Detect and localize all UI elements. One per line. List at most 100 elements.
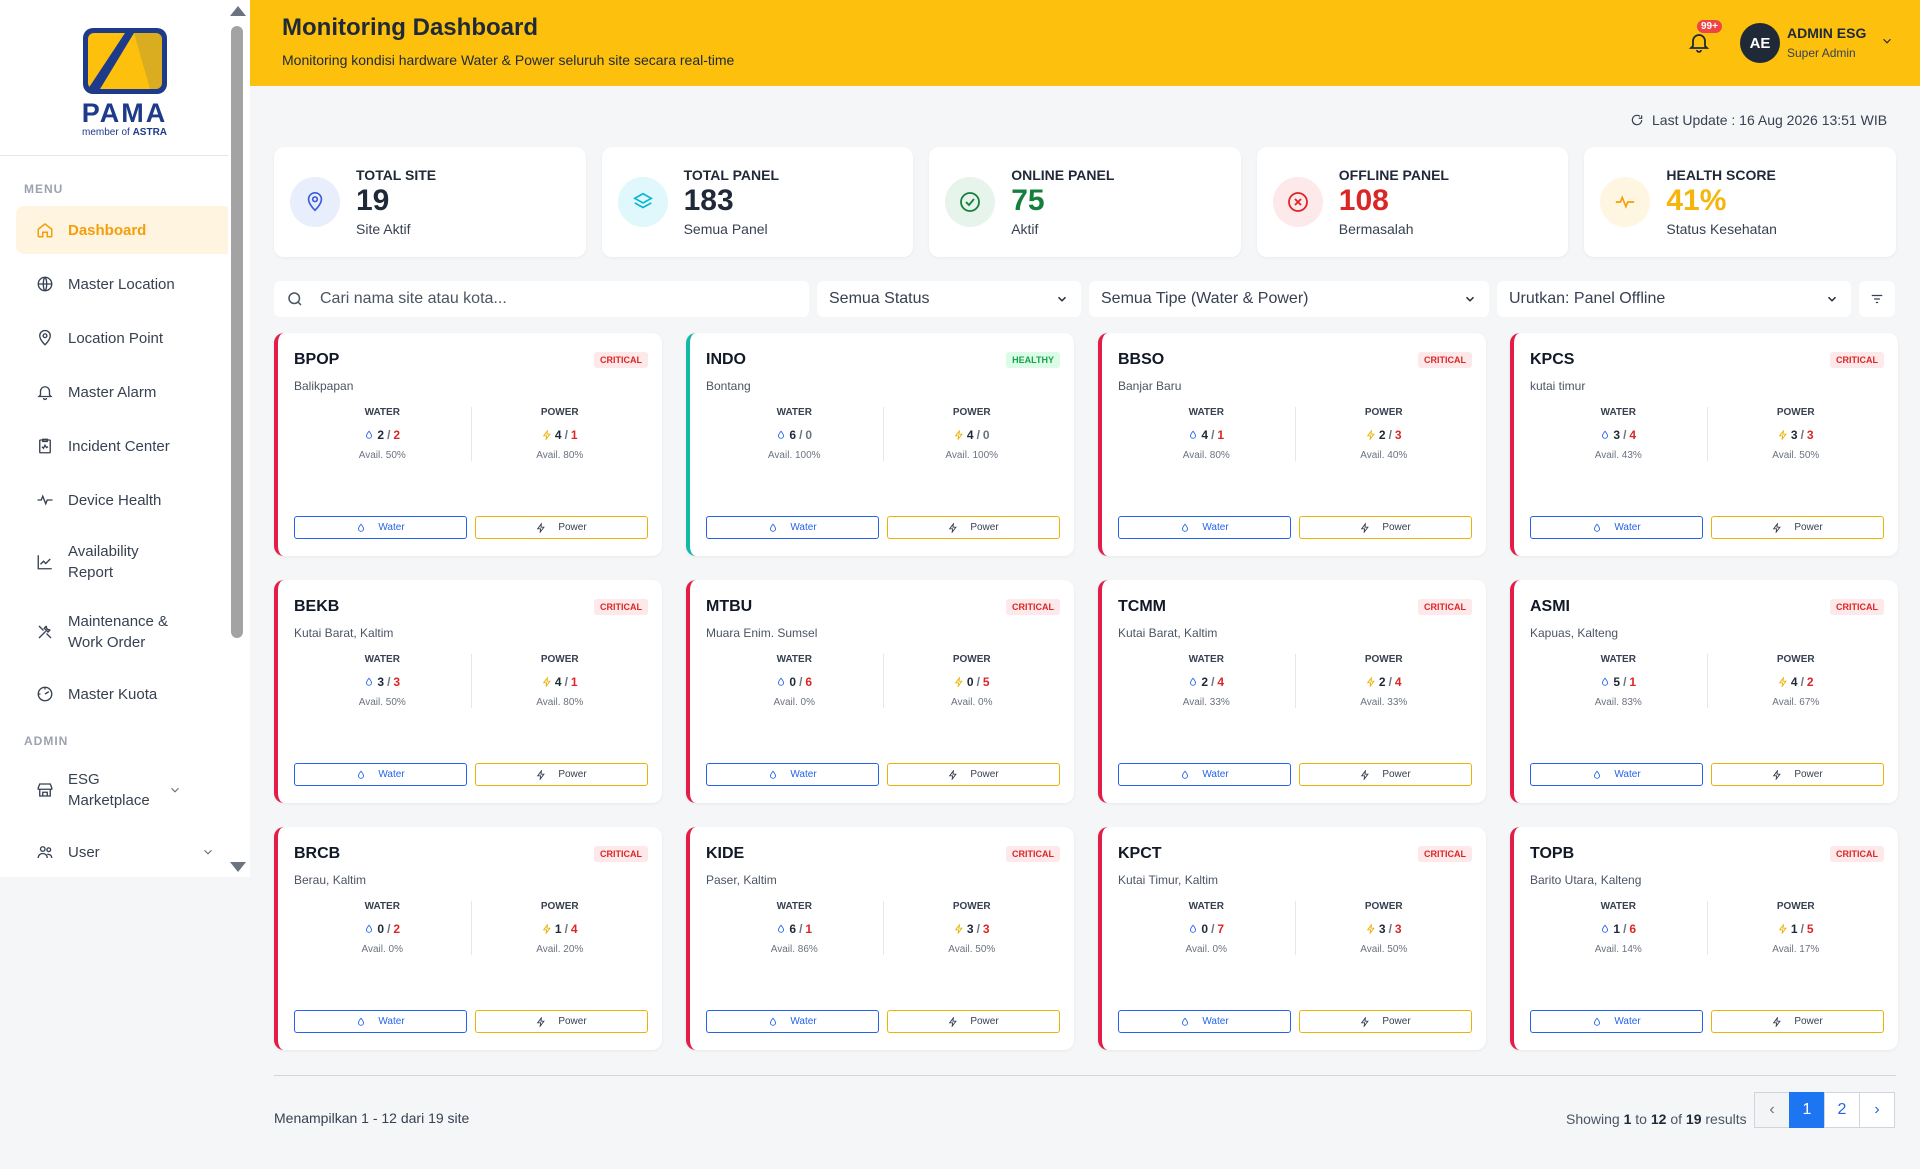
power-metric: POWER 3/3 Avail. 50% xyxy=(1706,407,1885,461)
sidebar-item-availability-report[interactable]: Availability Report xyxy=(16,530,233,594)
water-offline-count: 6 xyxy=(805,675,813,689)
sidebar-item-master-kuota[interactable]: Master Kuota xyxy=(16,670,233,718)
site-card[interactable]: KPCS kutai timur CRITICAL WATER 3/4 Avail. 43… xyxy=(1510,333,1898,556)
stat-card-health-score: HEALTH SCORE 41% Status Kesehatan xyxy=(1584,147,1896,257)
water-button[interactable]: Water xyxy=(706,763,879,786)
site-card[interactable]: MTBU Muara Enim. Sumsel CRITICAL WATER 0/6 Av… xyxy=(686,580,1074,803)
power-button[interactable]: Power xyxy=(887,763,1060,786)
power-availability: Avail. 50% xyxy=(948,944,996,955)
status-select[interactable]: Semua Status xyxy=(817,281,1081,317)
power-availability: Avail. 17% xyxy=(1772,944,1820,955)
site-card[interactable]: TCMM Kutai Barat, Kaltim CRITICAL WATER 2/4 A… xyxy=(1098,580,1486,803)
sidebar-scrollbar-thumb[interactable] xyxy=(231,26,243,638)
divider xyxy=(274,1075,1896,1076)
filter-button[interactable] xyxy=(1859,281,1895,317)
power-button[interactable]: Power xyxy=(1711,516,1884,539)
water-button[interactable]: Water xyxy=(1530,763,1703,786)
site-card[interactable]: KIDE Paser, Kaltim CRITICAL WATER 6/1 Avail. … xyxy=(686,827,1074,1050)
water-button-label: Water xyxy=(378,769,405,780)
pama-logo-icon xyxy=(82,28,167,94)
refresh-icon[interactable] xyxy=(1630,113,1644,127)
page-button-2[interactable]: 2 xyxy=(1824,1092,1860,1128)
site-card[interactable]: BPOP Balikpapan CRITICAL WATER 2/2 Avail. 50%… xyxy=(274,333,662,556)
water-heading: WATER xyxy=(364,407,400,418)
water-button[interactable]: Water xyxy=(1118,763,1291,786)
site-card[interactable]: ASMI Kapuas, Kalteng CRITICAL WATER 5/1 Avail… xyxy=(1510,580,1898,803)
water-button[interactable]: Water xyxy=(706,516,879,539)
count-separator: / xyxy=(799,428,803,442)
sidebar-item-incident-center[interactable]: Incident Center xyxy=(16,422,233,470)
sidebar-item-master-alarm[interactable]: Master Alarm xyxy=(16,368,233,416)
power-bolt-icon xyxy=(536,769,552,780)
sort-select[interactable]: Urutkan: Panel Offline xyxy=(1497,281,1851,317)
scroll-up-icon[interactable] xyxy=(230,6,246,16)
power-button[interactable]: Power xyxy=(1299,1010,1472,1033)
power-button[interactable]: Power xyxy=(1711,1010,1884,1033)
page-button-1[interactable]: 1 xyxy=(1789,1092,1825,1128)
power-button[interactable]: Power xyxy=(475,1010,648,1033)
stat-value: 19 xyxy=(356,184,390,217)
water-button[interactable]: Water xyxy=(1118,1010,1291,1033)
water-button[interactable]: Water xyxy=(1530,516,1703,539)
sidebar-item-user[interactable]: User xyxy=(16,828,233,876)
power-count: 0/5 xyxy=(884,675,1061,689)
water-button[interactable]: Water xyxy=(1530,1010,1703,1033)
water-button[interactable]: Water xyxy=(294,516,467,539)
sidebar-item-maintenance[interactable]: Maintenance & Work Order xyxy=(16,600,233,664)
power-button[interactable]: Power xyxy=(1299,763,1472,786)
site-card[interactable]: BRCB Berau, Kaltim CRITICAL WATER 0/2 Avail. … xyxy=(274,827,662,1050)
water-availability: Avail. 50% xyxy=(358,450,406,461)
site-metrics: WATER 5/1 Avail. 83% POWER 4/2 Avail. 67% xyxy=(1530,654,1884,708)
water-button[interactable]: Water xyxy=(1118,516,1291,539)
sidebar-item-location-point[interactable]: Location Point xyxy=(16,314,233,362)
power-bolt-icon xyxy=(1772,522,1788,533)
power-button[interactable]: Power xyxy=(887,516,1060,539)
type-select[interactable]: Semua Tipe (Water & Power) xyxy=(1089,281,1489,317)
water-metric: WATER 3/4 Avail. 43% xyxy=(1530,407,1707,461)
brand-sub: member of ASTRA xyxy=(82,127,167,138)
page-title: Monitoring Dashboard xyxy=(282,14,538,41)
avatar[interactable]: AE xyxy=(1740,23,1780,63)
sidebar-item-label: User xyxy=(68,843,100,861)
water-button-label: Water xyxy=(790,769,817,780)
next-page-button[interactable]: › xyxy=(1859,1092,1895,1128)
site-card[interactable]: BEKB Kutai Barat, Kaltim CRITICAL WATER 3/3 A… xyxy=(274,580,662,803)
power-button[interactable]: Power xyxy=(1299,516,1472,539)
user-name[interactable]: ADMIN ESG xyxy=(1787,25,1867,41)
sidebar-item-esg-marketplace[interactable]: ESG Marketplace xyxy=(16,758,233,822)
water-button[interactable]: Water xyxy=(706,1010,879,1033)
search-input[interactable] xyxy=(320,290,780,308)
sidebar-item-dashboard[interactable]: Dashboard xyxy=(16,206,233,254)
water-metric: WATER 0/2 Avail. 0% xyxy=(294,901,471,955)
water-button-label: Water xyxy=(1202,769,1229,780)
notification-bell-icon[interactable] xyxy=(1687,30,1711,54)
prev-page-button[interactable]: ‹ xyxy=(1754,1092,1790,1128)
site-card[interactable]: TOPB Barito Utara, Kalteng CRITICAL WATER 1/… xyxy=(1510,827,1898,1050)
water-metric: WATER 1/6 Avail. 14% xyxy=(1530,901,1707,955)
water-metric: WATER 4/1 Avail. 80% xyxy=(1118,407,1295,461)
water-button[interactable]: Water xyxy=(294,1010,467,1033)
site-location: Kutai Timur, Kaltim xyxy=(1118,873,1219,887)
count-separator: / xyxy=(1800,922,1804,936)
stat-card-total-site: TOTAL SITE 19 Site Aktif xyxy=(274,147,586,257)
sidebar-item-label: Incident Center xyxy=(68,437,170,455)
site-card[interactable]: KPCT Kutai Timur, Kaltim CRITICAL WATER 0/7 A… xyxy=(1098,827,1486,1050)
water-count: 6/1 xyxy=(706,922,883,936)
brand-sub-prefix: member of xyxy=(81,127,130,138)
power-button[interactable]: Power xyxy=(1711,763,1884,786)
power-bolt-icon xyxy=(948,522,964,533)
sidebar-item-device-health[interactable]: Device Health xyxy=(16,476,233,524)
power-button[interactable]: Power xyxy=(475,763,648,786)
site-card[interactable]: INDO Bontang HEALTHY WATER 6/0 Avail. 100% POW… xyxy=(686,333,1074,556)
chevron-down-icon[interactable] xyxy=(1880,34,1894,48)
search-box[interactable] xyxy=(274,281,809,317)
water-button-label: Water xyxy=(790,1016,817,1027)
site-card[interactable]: BBSO Banjar Baru CRITICAL WATER 4/1 Avail. 80… xyxy=(1098,333,1486,556)
power-button[interactable]: Power xyxy=(887,1010,1060,1033)
scroll-down-icon[interactable] xyxy=(230,862,246,872)
water-count: 2/4 xyxy=(1118,675,1295,689)
water-button[interactable]: Water xyxy=(294,763,467,786)
power-button[interactable]: Power xyxy=(475,516,648,539)
sidebar-item-master-location[interactable]: Master Location xyxy=(16,260,233,308)
brand-logo[interactable]: PAMA member of ASTRA xyxy=(0,0,249,156)
